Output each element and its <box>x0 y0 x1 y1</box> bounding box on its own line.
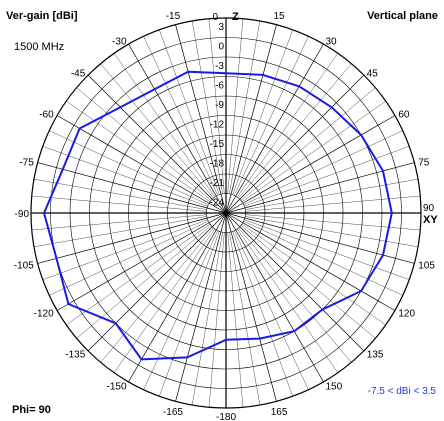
radial-tick-label: -3 <box>215 61 224 72</box>
grid-spoke <box>245 216 419 248</box>
radial-tick-label: -15 <box>210 139 225 150</box>
grid-spoke <box>66 224 211 325</box>
grid-spoke <box>66 101 211 202</box>
grid-spoke <box>243 130 403 205</box>
grid-spoke <box>76 225 212 339</box>
grid-spoke <box>227 18 244 194</box>
grid-spoke <box>244 146 410 207</box>
radial-tick-label: -21 <box>210 178 225 189</box>
radial-tick-label: -12 <box>210 120 225 131</box>
angle-tick-label: 15 <box>273 11 285 22</box>
frequency-label: 1500 MHz <box>14 41 64 53</box>
axis-label-z: Z <box>232 11 239 23</box>
grid-spoke <box>208 18 225 194</box>
grid-spoke <box>31 195 207 212</box>
angle-tick-label: -30 <box>112 37 127 48</box>
angle-tick-label: 75 <box>418 157 430 168</box>
radial-tick-label: 0 <box>218 42 224 53</box>
grid-spoke <box>238 227 352 363</box>
grid-spoke <box>240 225 376 339</box>
grid-spoke <box>49 221 209 296</box>
grid-spoke <box>238 63 352 199</box>
grid-spoke <box>241 224 386 325</box>
grid-spoke <box>232 29 293 195</box>
grid-spoke <box>237 228 338 373</box>
title-right: Vertical plane <box>367 10 438 22</box>
grid-spoke <box>245 214 421 231</box>
grid-spoke <box>208 232 225 408</box>
grid-spoke <box>31 214 207 231</box>
angle-tick-label: -150 <box>106 381 126 392</box>
polar-grid <box>30 17 422 409</box>
angle-tick-label: 30 <box>326 37 338 48</box>
axis-label-xy: XY <box>423 214 438 226</box>
grid-spoke <box>237 53 338 198</box>
grid-spoke <box>234 36 309 196</box>
grid-spoke <box>49 130 209 205</box>
angle-tick-label: -135 <box>65 350 85 361</box>
radial-tick-labels: 3 0 -3 -6 -9 -12 -15 -18 -21 -24 <box>210 22 225 209</box>
angle-tick-label: 45 <box>367 68 379 79</box>
grid-spoke <box>159 29 220 195</box>
series-line <box>43 70 393 361</box>
grid-spoke <box>114 228 215 373</box>
angle-tick-label: 105 <box>418 261 435 272</box>
grid-spoke <box>241 101 386 202</box>
radial-tick-label: -18 <box>210 159 225 170</box>
grid-spoke <box>114 53 215 198</box>
angle-tick-label: -90 <box>15 209 30 220</box>
angle-tick-label: -105 <box>14 261 34 272</box>
grid-spoke <box>245 178 419 210</box>
grid-spoke <box>234 230 309 390</box>
grid-spoke <box>42 146 208 207</box>
angle-tick-label: 120 <box>398 309 415 320</box>
grid-spoke <box>229 232 261 406</box>
angle-tick-label: -60 <box>39 110 54 121</box>
grid-spoke <box>33 216 207 248</box>
angle-tick-label: 60 <box>398 110 410 121</box>
angle-tick-label: 0 <box>212 12 218 23</box>
grid-spoke <box>33 178 207 210</box>
gain-trace <box>43 70 393 361</box>
grid-spoke <box>229 20 261 194</box>
grid-spoke <box>100 227 214 363</box>
title-left: Ver-gain [dBi] <box>6 10 78 22</box>
grid-spoke <box>191 232 223 406</box>
radial-tick-label: -6 <box>215 81 224 92</box>
grid-spoke <box>232 231 293 397</box>
grid-spoke <box>100 63 214 199</box>
grid-spoke <box>240 87 376 201</box>
angle-tick-label: -180 <box>216 412 236 421</box>
grid-spoke <box>42 219 208 280</box>
grid-spoke <box>143 36 218 196</box>
angle-tick-label: 150 <box>326 381 343 392</box>
angle-tick-label: -15 <box>166 11 181 22</box>
angle-tick-label: -75 <box>19 157 34 168</box>
angle-tick-label: -45 <box>71 68 86 79</box>
grid-spoke <box>244 219 410 280</box>
grid-spoke <box>191 20 223 194</box>
angle-tick-label: 135 <box>367 350 384 361</box>
grid-spoke <box>227 232 244 408</box>
phi-label: Phi= 90 <box>12 404 51 416</box>
angle-tick-label: -120 <box>34 309 54 320</box>
radial-tick-label: -9 <box>215 100 224 111</box>
radial-tick-label: 3 <box>218 22 224 33</box>
angle-tick-label: 165 <box>271 407 288 418</box>
grid-spoke <box>143 230 218 390</box>
angle-tick-label: 90 <box>423 203 435 214</box>
grid-spoke <box>245 195 421 212</box>
angle-tick-label: -165 <box>163 407 183 418</box>
grid-spoke <box>243 221 403 296</box>
angle-tick-labels: 0 153045607590105120135150165-180-165-150… <box>14 11 439 421</box>
grid-spoke <box>159 231 220 397</box>
radial-tick-label: -24 <box>210 198 225 209</box>
range-label: -7.5 < dBi < 3.5 <box>368 386 437 397</box>
grid-spoke <box>76 87 212 201</box>
